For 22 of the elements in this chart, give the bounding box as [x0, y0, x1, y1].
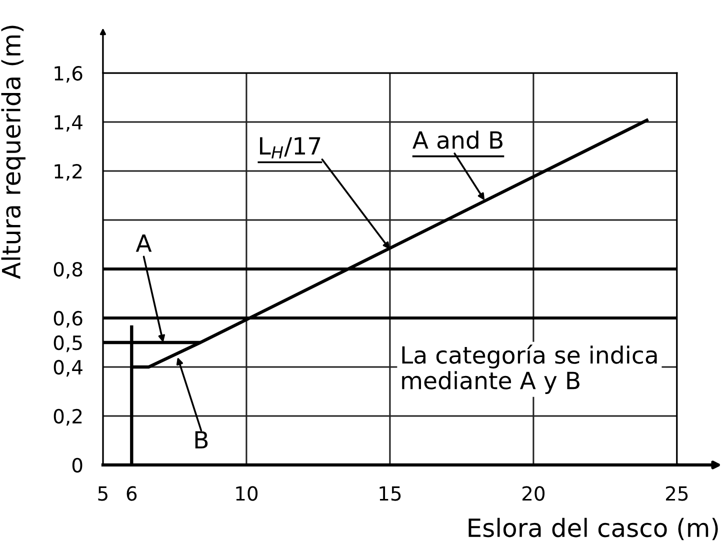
annotation: L$_{H}$/17 — [260, 137, 320, 158]
x-tick-label: 20 — [522, 486, 545, 501]
y-tick-label: 0,4 — [54, 360, 82, 377]
x-tick-label: 15 — [380, 486, 401, 501]
y-tick-label: 1,4 — [54, 115, 82, 132]
annotation: A — [136, 234, 152, 252]
annotation: A and B — [412, 130, 502, 149]
y-tick-label: 0,5 — [54, 335, 82, 352]
y-tick-label: 0,2 — [54, 408, 82, 426]
annotation: La categoría se indica mediante A y B — [402, 344, 657, 394]
y-axis-title: Altura requerida (m) — [1, 26, 26, 280]
x-tick-label: 25 — [666, 486, 688, 501]
x-tick-label: 6 — [126, 486, 137, 501]
x-axis-title: Eslora del casco (m) — [468, 518, 718, 540]
x-tick-label: 5 — [98, 486, 108, 501]
y-tick-label: 1,2 — [54, 164, 82, 181]
annotation: B — [195, 431, 208, 448]
y-tick-label: 0,6 — [54, 310, 82, 328]
y-tick-label: 0 — [72, 458, 82, 473]
y-tick-label: 1,6 — [54, 66, 82, 83]
x-tick-label: 10 — [236, 486, 258, 501]
y-tick-label: 0,8 — [54, 262, 82, 279]
